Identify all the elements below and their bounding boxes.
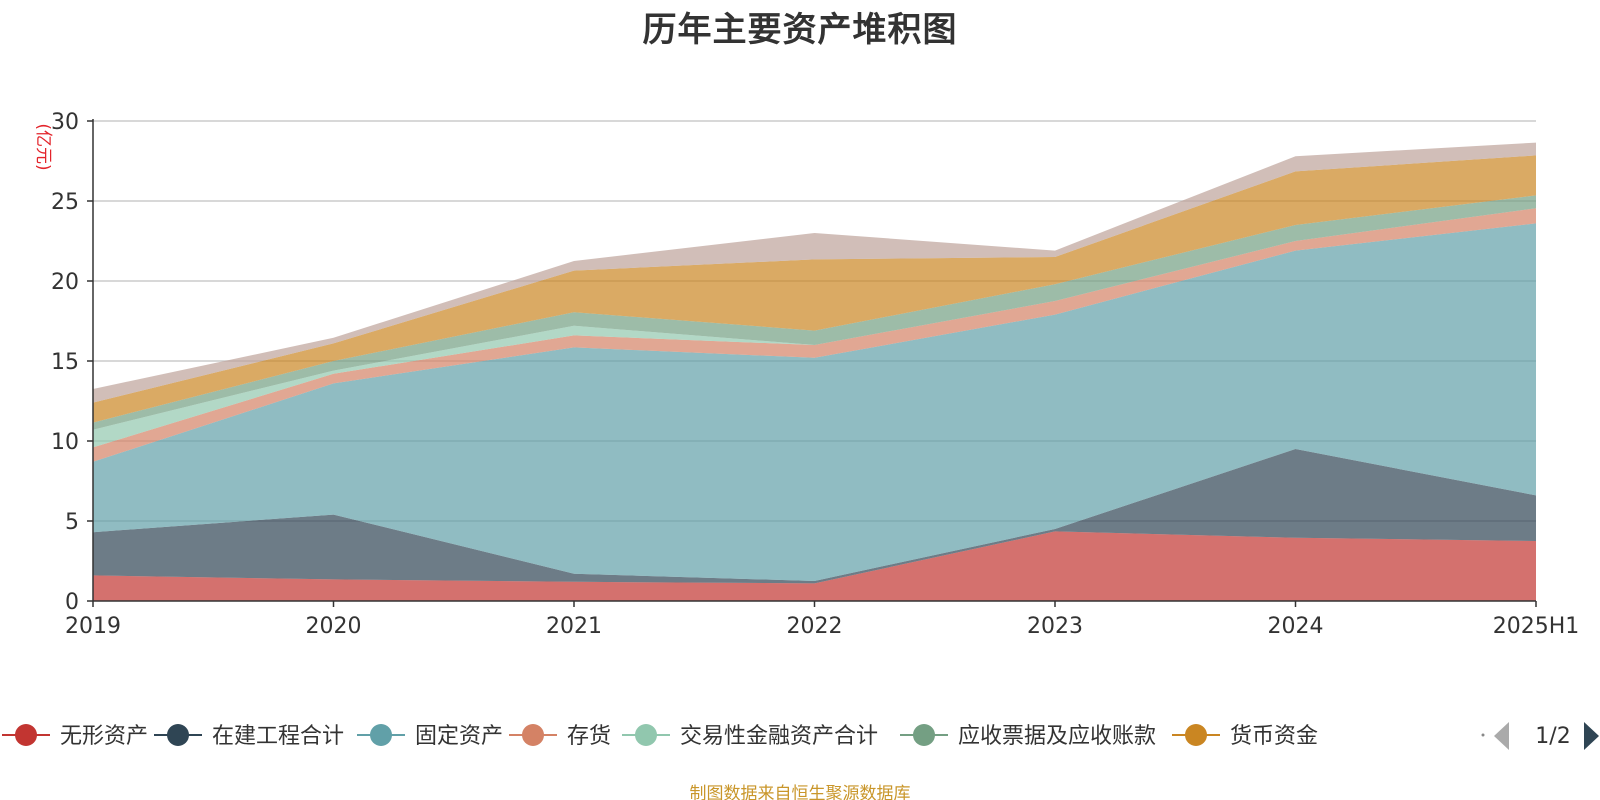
legend-label: 存货 [567,724,611,749]
y-tick-label: 30 [51,110,79,135]
x-tick-label: 2025H1 [1493,614,1580,639]
legend-marker [1185,724,1207,746]
legend-page-indicator: 1/2 [1535,724,1570,749]
legend-item[interactable]: 交易性金融资产合计 [622,724,878,749]
chart-title: 历年主要资产堆积图 [642,10,958,50]
area-series-0[interactable] [93,531,1536,601]
legend-label: 交易性金融资产合计 [680,724,878,749]
y-axis-unit-label: (亿元) [33,123,53,170]
legend-item[interactable]: 应收票据及应收账款 [900,724,1156,749]
legend: 无形资产 在建工程合计 固定资产 存货 交易性金融资产合计 应收票据及应收账款 货币资金 1/… [2,722,1599,750]
legend-marker [167,724,189,746]
x-tick-label: 2022 [787,614,843,639]
legend-item[interactable]: 货币资金 [1172,724,1318,749]
legend-marker [522,724,544,746]
x-tick-label: 2024 [1268,614,1324,639]
area-series-5[interactable] [93,195,1536,430]
legend-marker [635,724,657,746]
legend-next-icon[interactable] [1584,722,1599,750]
area-series-7[interactable] [93,142,1536,403]
legend-ellipsis [1481,733,1485,737]
y-tick-label: 10 [51,430,79,455]
area-series-1[interactable] [93,449,1536,584]
legend-marker [370,724,392,746]
x-tick-label: 2023 [1027,614,1083,639]
source-note: 制图数据来自恒生聚源数据库 [689,784,911,800]
legend-item[interactable]: 存货 [509,724,611,749]
x-tick-label: 2020 [306,614,362,639]
y-tick-label: 25 [51,190,79,215]
legend-label: 应收票据及应收账款 [958,724,1156,749]
y-tick-label: 0 [65,590,79,615]
legend-prev-icon[interactable] [1494,722,1509,750]
area-series-2[interactable] [93,223,1536,581]
legend-marker [15,724,37,746]
area-series-group [93,142,1536,601]
legend-label: 无形资产 [60,724,148,749]
x-tick-label: 2019 [65,614,121,639]
area-series-6[interactable] [93,155,1536,423]
legend-label: 货币资金 [1230,724,1318,749]
area-series-3[interactable] [93,208,1536,462]
y-tick-label: 20 [51,270,79,295]
y-tick-label: 5 [65,510,79,535]
legend-label: 固定资产 [415,724,503,749]
x-tick-label: 2021 [546,614,602,639]
y-tick-label: 15 [51,350,79,375]
legend-item[interactable]: 固定资产 [357,724,503,749]
legend-label: 在建工程合计 [212,724,344,749]
legend-marker [913,724,935,746]
legend-item[interactable]: 在建工程合计 [154,724,344,749]
legend-item[interactable]: 无形资产 [2,724,148,749]
